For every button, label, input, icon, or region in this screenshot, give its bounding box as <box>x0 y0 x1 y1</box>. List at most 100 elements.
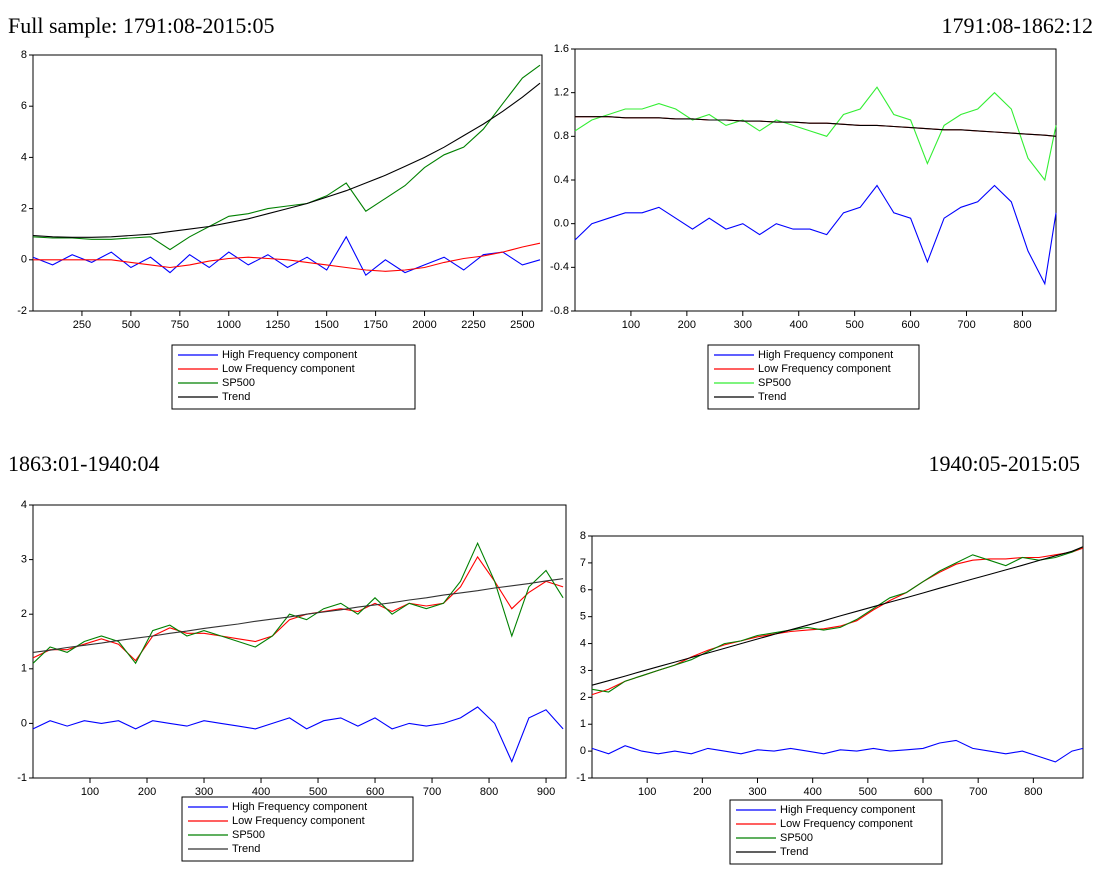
x-tick-label: 600 <box>901 319 919 331</box>
y-tick-label: 1 <box>580 718 586 730</box>
series-line <box>32 64 541 251</box>
x-tick-label: 1750 <box>363 319 387 331</box>
y-tick-label: 3 <box>580 664 586 676</box>
series-line <box>591 547 1084 696</box>
x-tick-label: 800 <box>1013 319 1031 331</box>
y-tick-label: 3 <box>21 554 27 566</box>
x-tick-label: 500 <box>309 786 327 798</box>
x-tick-label: 500 <box>122 319 140 331</box>
legend-label: Low Frequency component <box>222 363 355 375</box>
chart-title: 1940:05-2015:05 <box>928 451 1080 476</box>
x-tick-label: 100 <box>81 786 99 798</box>
x-tick-label: 400 <box>252 786 270 798</box>
series-line <box>575 116 1057 137</box>
x-tick-label: 1250 <box>265 319 289 331</box>
chart-panel: 1940:05-2015:05 -1 0 1 2 3 4 5 6 7 8 100 200 300 400 50… <box>576 451 1084 865</box>
plot-frame <box>591 535 1084 779</box>
y-tick-label: 0.4 <box>554 174 569 186</box>
x-tick-label: 2500 <box>510 319 534 331</box>
legend-label: High Frequency component <box>222 349 357 361</box>
legend-label: Low Frequency component <box>758 363 891 375</box>
legend-box <box>181 796 414 862</box>
y-tick-label: -0.4 <box>550 261 569 273</box>
y-tick-label: -1 <box>17 772 27 784</box>
legend-label: High Frequency component <box>232 801 367 813</box>
x-tick-label: 500 <box>859 786 877 798</box>
x-tick-label: 700 <box>957 319 975 331</box>
y-tick-label: 5 <box>580 611 586 623</box>
chart-panel: Full sample: 1791:08-2015:05 -2 0 2 4 6 8 250 50… <box>8 13 543 410</box>
series-line <box>33 242 541 272</box>
series-line <box>575 116 1057 137</box>
x-tick-label: 100 <box>622 319 640 331</box>
x-tick-label: 2000 <box>412 319 436 331</box>
y-tick-label: 2 <box>21 608 27 620</box>
x-tick-label: 300 <box>748 786 766 798</box>
y-tick-label: 7 <box>580 557 586 569</box>
series-line <box>32 82 541 238</box>
x-tick-label: 600 <box>366 786 384 798</box>
y-tick-label: 8 <box>580 530 586 542</box>
legend-label: Trend <box>780 846 808 858</box>
legend-label: High Frequency component <box>780 804 915 816</box>
y-tick-label: 4 <box>21 151 27 163</box>
legend-box <box>707 344 920 410</box>
chart-title: Full sample: 1791:08-2015:05 <box>8 13 274 38</box>
x-tick-label: 200 <box>678 319 696 331</box>
series-line <box>32 706 564 764</box>
y-tick-label: 6 <box>580 584 586 596</box>
x-tick-label: 100 <box>638 786 656 798</box>
chart-panel: 1863:01-1940:04 -1 0 1 2 3 4 100 200 300 400 500 600… <box>8 451 567 862</box>
series-line <box>32 235 541 277</box>
x-tick-label: 1000 <box>217 319 241 331</box>
x-tick-label: 300 <box>195 786 213 798</box>
series-line <box>574 184 1057 286</box>
series-line <box>591 546 1084 686</box>
x-tick-label: 900 <box>537 786 555 798</box>
legend-box <box>171 344 416 410</box>
y-tick-label: 0 <box>21 717 27 729</box>
series-line <box>32 541 564 665</box>
x-tick-label: 1500 <box>314 319 338 331</box>
y-tick-label: -1 <box>576 772 586 784</box>
legend-label: SP500 <box>222 377 255 389</box>
x-tick-label: 700 <box>969 786 987 798</box>
y-tick-label: 1 <box>21 663 27 675</box>
legend-label: High Frequency component <box>758 349 893 361</box>
legend-label: Trend <box>222 391 250 403</box>
chart-title: 1791:08-1862:12 <box>941 13 1093 38</box>
x-tick-label: 500 <box>845 319 863 331</box>
legend-label: Low Frequency component <box>780 818 913 830</box>
y-tick-label: 2 <box>580 691 586 703</box>
y-tick-label: 4 <box>580 637 586 649</box>
plot-frame <box>574 48 1057 312</box>
legend-label: Trend <box>758 391 786 403</box>
x-tick-label: 300 <box>734 319 752 331</box>
legend-label: SP500 <box>780 832 813 844</box>
x-tick-label: 800 <box>480 786 498 798</box>
y-tick-label: 0.8 <box>554 130 569 142</box>
plot-frame <box>32 504 567 779</box>
y-tick-label: -2 <box>17 305 27 317</box>
y-tick-label: 0.0 <box>554 218 569 230</box>
x-tick-label: 400 <box>803 786 821 798</box>
y-tick-label: -0.8 <box>550 305 569 317</box>
chart-panel: 1791:08-1862:12 -0.8 -0.4 0.0 0.4 0.8 1.2 1.6 10… <box>550 13 1093 410</box>
y-tick-label: 0 <box>21 254 27 266</box>
legend-label: Low Frequency component <box>232 815 365 827</box>
y-tick-label: 1.2 <box>554 87 569 99</box>
y-tick-label: 4 <box>21 499 27 511</box>
x-tick-label: 250 <box>73 319 91 331</box>
legend-label: Trend <box>232 843 260 855</box>
x-tick-label: 200 <box>693 786 711 798</box>
series-line <box>32 555 564 662</box>
y-tick-label: 6 <box>21 100 27 112</box>
y-tick-label: 2 <box>21 203 27 215</box>
legend-label: SP500 <box>758 377 791 389</box>
x-tick-label: 750 <box>171 319 189 331</box>
legend-label: SP500 <box>232 829 265 841</box>
x-tick-label: 2250 <box>461 319 485 331</box>
series-line <box>574 86 1057 182</box>
